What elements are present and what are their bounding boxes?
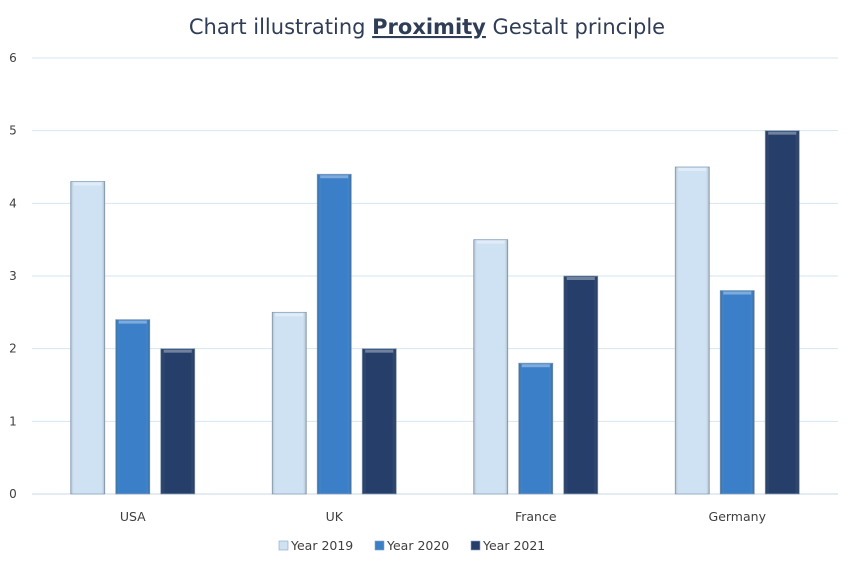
x-category-label: USA bbox=[120, 509, 146, 524]
bar-bevel bbox=[765, 130, 800, 494]
y-tick-label: 0 bbox=[9, 487, 17, 501]
bar-highlight bbox=[723, 291, 752, 295]
bars bbox=[70, 130, 800, 495]
legend-label: Year 2019 bbox=[290, 538, 353, 553]
chart-title-part: Proximity bbox=[372, 15, 486, 39]
y-tick-label: 5 bbox=[9, 124, 17, 138]
legend: Year 2019 Year 2020 Year 2021 bbox=[278, 538, 545, 553]
bar-highlight bbox=[768, 131, 797, 135]
bar-bevel bbox=[317, 174, 352, 494]
bar-highlight bbox=[521, 364, 550, 368]
y-axis-ticks: 0 1 2 3 4 5 6 bbox=[9, 51, 17, 501]
legend-label: Year 2021 bbox=[482, 538, 545, 553]
y-tick-label: 3 bbox=[9, 269, 17, 283]
legend-swatch bbox=[278, 540, 289, 551]
bar-highlight bbox=[118, 320, 147, 324]
chart-title-part: Chart illustrating bbox=[189, 15, 372, 39]
bar-bevel bbox=[518, 363, 553, 494]
bar-highlight bbox=[678, 168, 707, 171]
x-category-label: France bbox=[515, 509, 557, 524]
bar-bevel bbox=[70, 181, 105, 495]
x-axis-categories: USA UK France Germany bbox=[120, 509, 767, 524]
bar-highlight bbox=[163, 349, 192, 353]
bar-bevel bbox=[675, 167, 710, 494]
bar-highlight bbox=[566, 277, 595, 280]
bar-highlight bbox=[365, 349, 394, 353]
bar-bevel bbox=[272, 312, 307, 494]
y-tick-label: 2 bbox=[9, 342, 17, 356]
bar-bevel bbox=[720, 290, 755, 494]
bar-bevel bbox=[160, 348, 195, 494]
y-tick-label: 6 bbox=[9, 51, 17, 65]
legend-swatch bbox=[470, 540, 481, 551]
chart-title-part: Gestalt principle bbox=[486, 15, 665, 39]
bar-bevel bbox=[473, 239, 508, 494]
x-category-label: Germany bbox=[709, 509, 767, 524]
bar-highlight bbox=[476, 240, 505, 244]
bar-highlight bbox=[275, 313, 304, 317]
bar-highlight bbox=[73, 182, 102, 186]
x-category-label: UK bbox=[326, 509, 344, 524]
bar-bevel bbox=[115, 319, 150, 494]
chart-title: Chart illustrating Proximity Gestalt pri… bbox=[189, 15, 665, 39]
bar-highlight bbox=[320, 175, 349, 179]
legend-label: Year 2020 bbox=[386, 538, 449, 553]
y-tick-label: 1 bbox=[9, 414, 17, 428]
bar-bevel bbox=[563, 276, 598, 494]
legend-swatch bbox=[374, 540, 385, 551]
bar-bevel bbox=[362, 348, 397, 494]
y-tick-label: 4 bbox=[9, 196, 17, 210]
gridlines bbox=[32, 57, 838, 495]
